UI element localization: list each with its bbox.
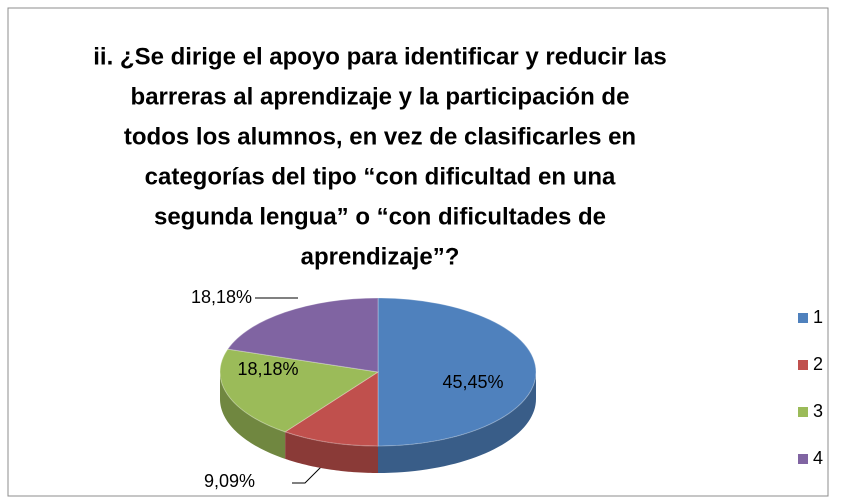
chart-title: ii. ¿Se dirige el apoyo para identificar… [93, 43, 667, 70]
legend-swatch [798, 313, 808, 323]
pie-slice-side [220, 372, 286, 459]
legend-swatch [798, 454, 808, 464]
legend-label: 3 [813, 401, 823, 421]
legend-swatch [798, 407, 808, 417]
pie-slice [219, 348, 380, 433]
pie-slice [283, 371, 379, 447]
legend-swatch [798, 360, 808, 370]
leader-line [292, 465, 323, 484]
chart-title: todos los alumnos, en vez de clasificarl… [124, 123, 636, 150]
pie-slice-side [285, 431, 378, 473]
data-label: 18,18% [237, 359, 298, 379]
legend-label: 2 [813, 354, 823, 374]
chart-title: barreras al aprendizaje y la participaci… [131, 83, 630, 110]
data-label: 45,45% [442, 372, 503, 392]
legend-label: 1 [813, 307, 823, 327]
legend-label: 4 [813, 448, 823, 468]
chart-title: categorías del tipo “con dificultad en u… [145, 163, 616, 190]
data-label: 9,09% [204, 471, 255, 491]
data-label: 18,18% [191, 287, 252, 307]
pie-slice [377, 297, 537, 447]
chart-title: aprendizaje”? [301, 243, 460, 270]
pie-slice [226, 297, 379, 373]
chart-title: segunda lengua” o “con dificultades de [154, 203, 606, 230]
pie-slice-side [378, 372, 536, 473]
